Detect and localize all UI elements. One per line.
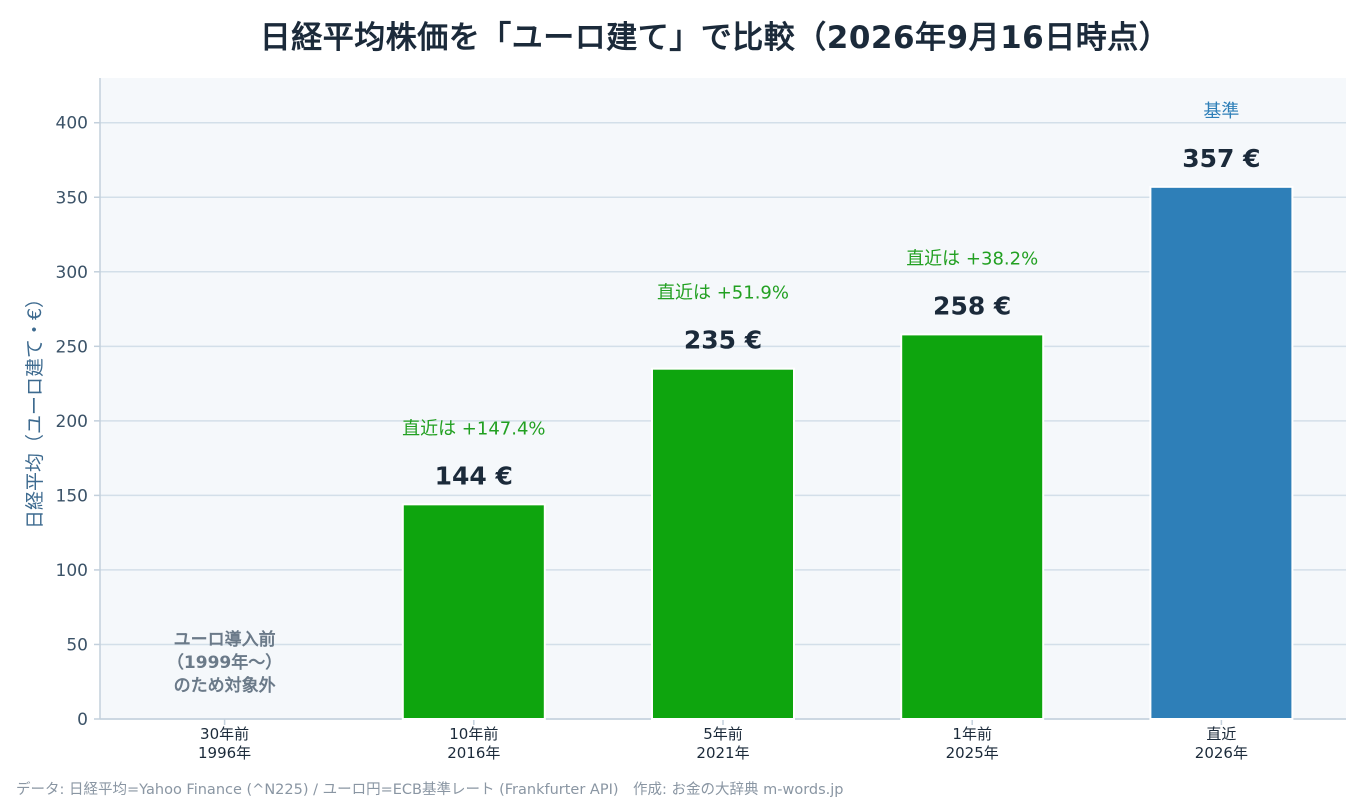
- y-tick-label: 50: [66, 635, 88, 655]
- data-source-note: データ: 日経平均=Yahoo Finance (^N225) / ユーロ円=E…: [16, 782, 844, 798]
- na-annotation: のため対象外: [174, 675, 276, 696]
- y-tick-label: 150: [56, 486, 88, 506]
- na-annotation: （1999年〜）: [167, 652, 282, 673]
- y-tick-label: 250: [56, 337, 88, 357]
- bar: [900, 333, 1045, 720]
- bar: [1149, 185, 1294, 720]
- value-label: 144 €: [435, 461, 513, 490]
- x-tick-label: 5年前: [703, 725, 743, 743]
- x-tick-label: 10年前: [449, 725, 498, 743]
- value-label: 258 €: [933, 291, 1011, 320]
- x-tick-label: 直近: [1206, 725, 1236, 743]
- bar: [651, 367, 795, 720]
- change-label: 直近は +51.9%: [657, 283, 789, 304]
- y-tick-label: 100: [56, 561, 88, 581]
- x-tick-label: 2016年: [447, 744, 500, 762]
- bar: [401, 503, 546, 720]
- x-tick-label: 2025年: [946, 744, 999, 762]
- x-tick-label: 2021年: [696, 744, 749, 762]
- y-tick-label: 350: [56, 188, 88, 208]
- x-tick-label: 30年前: [200, 725, 249, 743]
- x-tick-label: 2026年: [1195, 744, 1248, 762]
- na-annotation: ユーロ導入前: [174, 629, 276, 650]
- change-label: 基準: [1203, 101, 1239, 122]
- y-tick-label: 0: [77, 710, 88, 730]
- y-tick-label: 400: [56, 114, 88, 134]
- chart-title: 日経平均株価を「ユーロ建て」で比較（2026年9月16日時点）: [259, 20, 1171, 56]
- y-tick-label: 200: [56, 412, 88, 432]
- x-tick-label: 1996年: [198, 744, 251, 762]
- y-tick-label: 300: [56, 263, 88, 283]
- change-label: 直近は +38.2%: [906, 248, 1038, 269]
- value-label: 357 €: [1182, 144, 1260, 173]
- x-tick-label: 1年前: [952, 725, 992, 743]
- change-label: 直近は +147.4%: [402, 418, 545, 439]
- y-axis-label: 日経平均（ユーロ建て・€）: [24, 289, 46, 529]
- value-label: 235 €: [684, 326, 762, 355]
